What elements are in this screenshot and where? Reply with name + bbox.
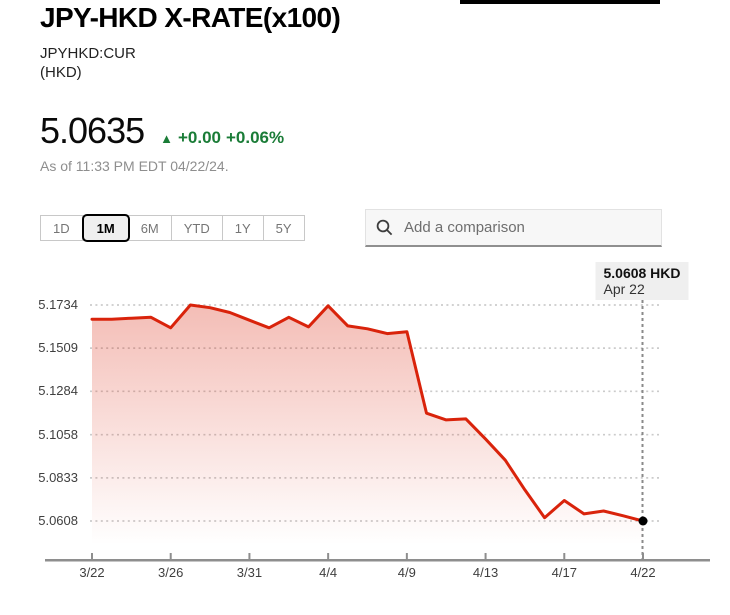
range-tabs: 1D 1M 6M YTD 1Y 5Y: [40, 214, 305, 242]
comparison-search[interactable]: [365, 209, 662, 247]
price-row: 5.0635 ▲ +0.00 +0.06%: [40, 110, 289, 152]
currency-note: (HKD): [40, 64, 82, 81]
as-of-timestamp: As of 11:33 PM EDT 04/22/24.: [40, 158, 229, 174]
x-tick: [248, 553, 251, 559]
x-tick: [642, 553, 644, 559]
x-tick: [405, 553, 408, 559]
page-title: JPY-HKD X-RATE(x100): [40, 2, 341, 33]
area-fill: [92, 305, 643, 558]
x-axis-line: [45, 559, 710, 562]
range-tab-1d[interactable]: 1D: [41, 216, 83, 240]
range-tab-6m[interactable]: 6M: [128, 216, 172, 240]
range-tab-ytd[interactable]: YTD: [171, 216, 223, 240]
search-icon: [376, 219, 393, 236]
price-change: +0.00: [177, 128, 221, 147]
x-tick: [169, 553, 172, 559]
ticker-symbol: JPYHKD:CUR: [40, 45, 136, 62]
range-tab-1m[interactable]: 1M: [81, 214, 130, 242]
range-tab-5y[interactable]: 5Y: [263, 216, 304, 240]
x-tick: [327, 553, 330, 559]
last-price: 5.0635: [40, 110, 145, 151]
price-change-group: ▲ +0.00 +0.06%: [160, 128, 289, 148]
range-tab-1y[interactable]: 1Y: [222, 216, 264, 240]
x-tick: [484, 553, 487, 559]
price-change-percent: +0.06%: [226, 128, 285, 147]
up-triangle-icon: ▲: [160, 131, 173, 146]
x-tick: [563, 553, 566, 559]
price-line: [90, 303, 645, 523]
comparison-input[interactable]: [402, 218, 651, 237]
last-point-dot: [638, 516, 648, 526]
x-tick: [91, 553, 93, 559]
banner-fragment: [460, 0, 660, 4]
